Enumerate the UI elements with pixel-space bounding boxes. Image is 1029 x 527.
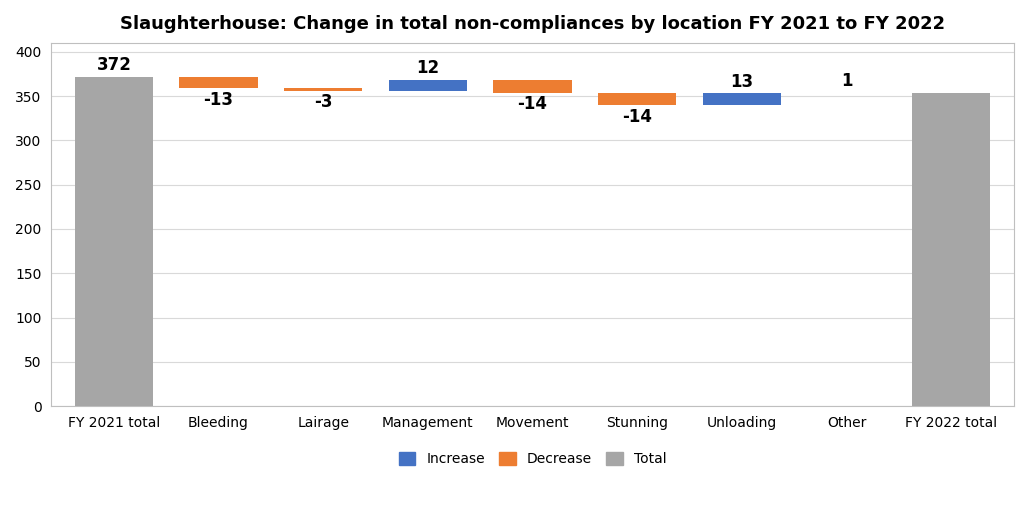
Title: Slaughterhouse: Change in total non-compliances by location FY 2021 to FY 2022: Slaughterhouse: Change in total non-comp…	[120, 15, 945, 33]
Text: -14: -14	[623, 108, 652, 125]
Bar	[912, 93, 991, 406]
Legend: Increase, Decrease, Total: Increase, Decrease, Total	[393, 447, 672, 472]
Bar	[493, 80, 572, 93]
Bar	[75, 76, 153, 406]
Text: -14: -14	[518, 95, 547, 113]
Bar	[179, 76, 258, 88]
Text: 1: 1	[841, 72, 852, 90]
Bar	[389, 80, 467, 91]
Bar	[703, 93, 781, 105]
Text: -13: -13	[204, 91, 234, 109]
Text: 13: 13	[731, 73, 753, 91]
Bar	[284, 88, 362, 91]
Bar	[598, 93, 676, 105]
Text: -3: -3	[314, 93, 332, 111]
Text: 372: 372	[97, 56, 132, 74]
Text: 12: 12	[417, 60, 439, 77]
